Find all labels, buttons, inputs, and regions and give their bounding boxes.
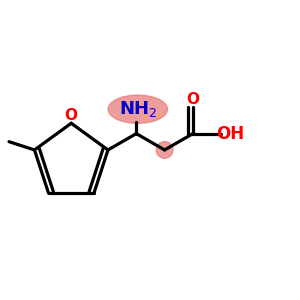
Text: OH: OH	[217, 124, 245, 142]
Circle shape	[156, 142, 173, 158]
Text: NH$_2$: NH$_2$	[118, 99, 157, 119]
Ellipse shape	[108, 95, 167, 123]
Text: O: O	[186, 92, 200, 107]
Text: O: O	[65, 108, 78, 123]
